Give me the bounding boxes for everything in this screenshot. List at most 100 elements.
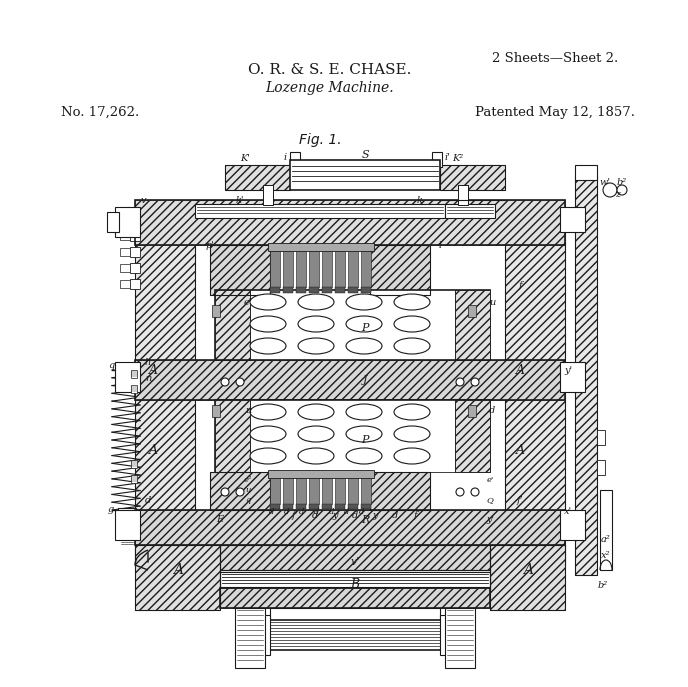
Text: f: f	[413, 510, 417, 519]
Ellipse shape	[394, 448, 430, 464]
Text: b²: b²	[617, 177, 627, 186]
Bar	[130, 231, 140, 241]
Bar	[490, 545, 565, 610]
Bar	[130, 247, 140, 257]
Bar	[283, 247, 293, 287]
Text: K²: K²	[453, 153, 464, 163]
Bar	[458, 185, 468, 205]
Circle shape	[471, 378, 479, 386]
Text: w': w'	[599, 177, 610, 186]
Bar	[361, 474, 371, 504]
Bar	[115, 362, 140, 392]
Text: q: q	[246, 496, 250, 504]
Bar	[135, 200, 565, 245]
Bar	[121, 520, 133, 528]
Bar	[121, 528, 133, 534]
Text: d: d	[312, 510, 318, 519]
Text: u: u	[489, 297, 495, 306]
Text: e': e'	[486, 476, 493, 484]
Bar	[455, 400, 490, 472]
Ellipse shape	[394, 294, 430, 310]
Bar	[370, 245, 430, 295]
Text: v: v	[140, 196, 146, 205]
Text: d: d	[392, 510, 398, 519]
Bar	[130, 215, 140, 225]
Bar	[210, 472, 270, 510]
Bar	[361, 247, 371, 287]
Text: y': y'	[564, 365, 572, 374]
Text: O. R. & S. E. CHASE.: O. R. & S. E. CHASE.	[248, 63, 411, 77]
Text: R: R	[361, 515, 369, 525]
Ellipse shape	[346, 448, 382, 464]
Bar	[283, 504, 293, 509]
Ellipse shape	[250, 338, 286, 354]
Text: d: d	[344, 508, 350, 516]
Ellipse shape	[346, 426, 382, 442]
Text: d: d	[284, 508, 290, 516]
Bar	[600, 490, 612, 570]
Bar	[250, 400, 455, 472]
Ellipse shape	[250, 316, 286, 332]
Text: A: A	[515, 444, 524, 456]
Bar	[210, 245, 270, 295]
Text: a²: a²	[601, 535, 611, 545]
Bar	[290, 160, 440, 190]
Bar	[135, 205, 195, 565]
Bar	[215, 400, 250, 472]
Bar	[445, 608, 475, 668]
Text: n: n	[145, 374, 151, 383]
Bar	[296, 287, 306, 293]
Bar	[135, 510, 565, 545]
Bar	[348, 474, 358, 504]
Text: d: d	[269, 508, 275, 516]
Bar	[120, 232, 130, 240]
Bar	[445, 204, 495, 218]
Text: y: y	[332, 510, 338, 519]
Bar	[131, 475, 137, 483]
Bar	[130, 279, 140, 289]
Bar	[468, 405, 476, 417]
Bar	[130, 263, 140, 273]
Bar	[370, 245, 430, 295]
Bar	[115, 510, 140, 540]
Text: k': k'	[236, 196, 244, 205]
Bar	[131, 370, 137, 378]
Text: P: P	[361, 323, 369, 333]
Text: p': p'	[206, 240, 215, 249]
Ellipse shape	[298, 294, 334, 310]
Circle shape	[221, 488, 229, 496]
Text: q: q	[108, 361, 114, 370]
Text: J: J	[363, 375, 367, 385]
Bar	[370, 472, 430, 510]
Bar	[335, 247, 345, 287]
Text: d: d	[314, 508, 320, 516]
Bar	[220, 572, 490, 587]
Text: d: d	[489, 405, 495, 414]
Circle shape	[456, 488, 464, 496]
Ellipse shape	[346, 338, 382, 354]
Bar	[296, 247, 306, 287]
Bar	[370, 472, 430, 510]
Ellipse shape	[298, 448, 334, 464]
Text: x': x'	[564, 508, 572, 517]
Text: S: S	[361, 150, 369, 160]
Bar	[309, 504, 319, 509]
Ellipse shape	[250, 426, 286, 442]
Text: f: f	[518, 280, 522, 289]
Bar	[131, 385, 137, 393]
Text: v': v'	[350, 557, 360, 567]
Bar	[220, 570, 490, 590]
Bar	[560, 362, 585, 392]
Bar	[270, 608, 440, 620]
Bar	[270, 287, 280, 293]
Text: Lozenge Machine.: Lozenge Machine.	[266, 81, 394, 95]
Text: d: d	[330, 508, 334, 516]
Bar	[258, 615, 270, 655]
Bar	[309, 247, 319, 287]
Bar	[270, 474, 280, 504]
Bar	[335, 287, 345, 293]
Text: K': K'	[240, 153, 250, 163]
Text: k: k	[417, 196, 423, 205]
Bar	[348, 287, 358, 293]
Text: f': f'	[517, 495, 523, 504]
